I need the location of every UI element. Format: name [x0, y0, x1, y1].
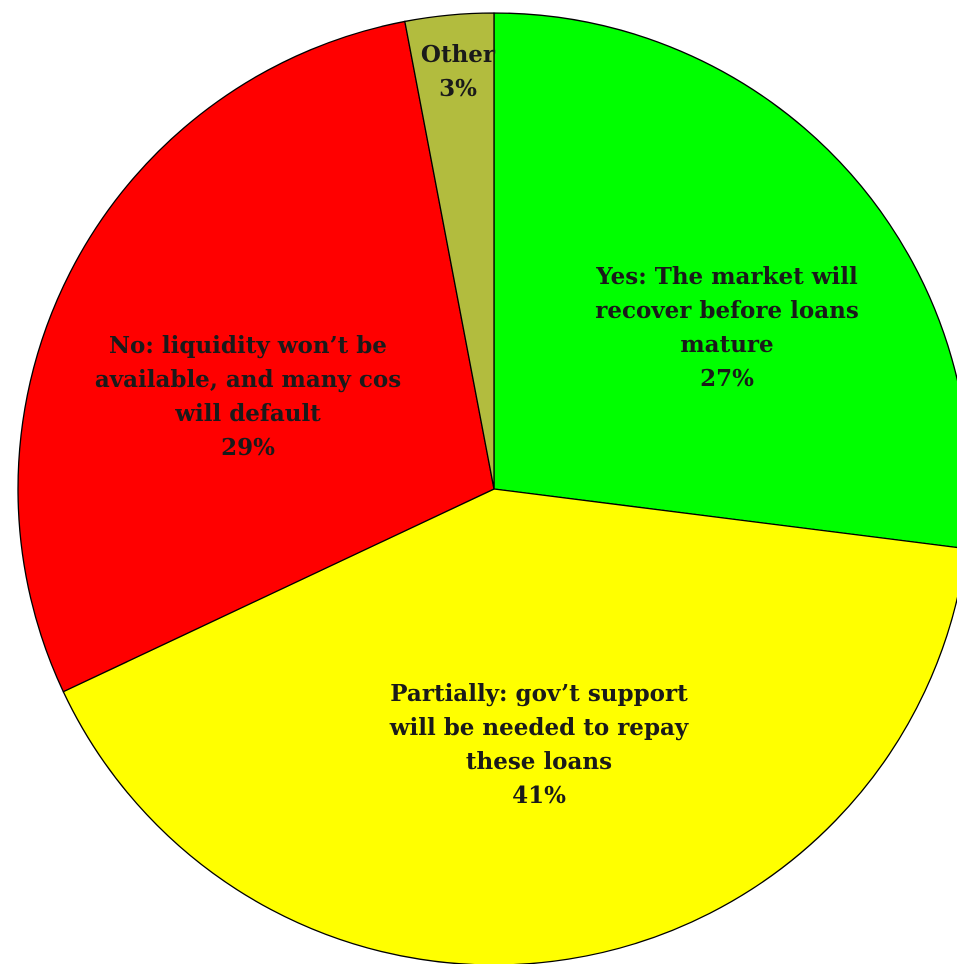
- pie-slice-2: [17, 20, 495, 693]
- slice-label-1: Partially: gov’t support will be needed t…: [389, 680, 689, 809]
- pie-slices: [17, 12, 957, 964]
- slice-label-2: No: liquidity won’t be available, and man…: [95, 332, 401, 461]
- slice-category-label: will be needed to repay: [389, 714, 689, 741]
- slice-percent-label: 29%: [221, 434, 275, 461]
- slice-percent-label: 3%: [439, 75, 477, 102]
- slice-percent-label: 41%: [512, 782, 566, 809]
- pie-slice-3: [404, 12, 495, 490]
- slice-category-label: No: liquidity won’t be: [109, 332, 387, 359]
- pie-labels: Yes: The market will recover before loans…: [95, 41, 859, 809]
- slice-category-label: recover before loans: [595, 297, 859, 324]
- slice-category-label: Other: [421, 41, 496, 68]
- pie-slice-0: [493, 12, 957, 549]
- slice-percent-label: 27%: [700, 365, 754, 392]
- slice-category-label: these loans: [466, 748, 612, 775]
- slice-category-label: mature: [680, 331, 773, 358]
- slice-category-label: Yes: The market will: [595, 263, 858, 290]
- slice-label-3: Other 3%: [421, 41, 496, 102]
- slice-label-0: Yes: The market will recover before loans…: [595, 263, 859, 392]
- slice-category-label: Partially: gov’t support: [390, 680, 688, 707]
- pie-slice-1: [62, 488, 957, 964]
- slice-category-label: available, and many cos: [95, 366, 401, 393]
- slice-category-label: will default: [174, 400, 321, 427]
